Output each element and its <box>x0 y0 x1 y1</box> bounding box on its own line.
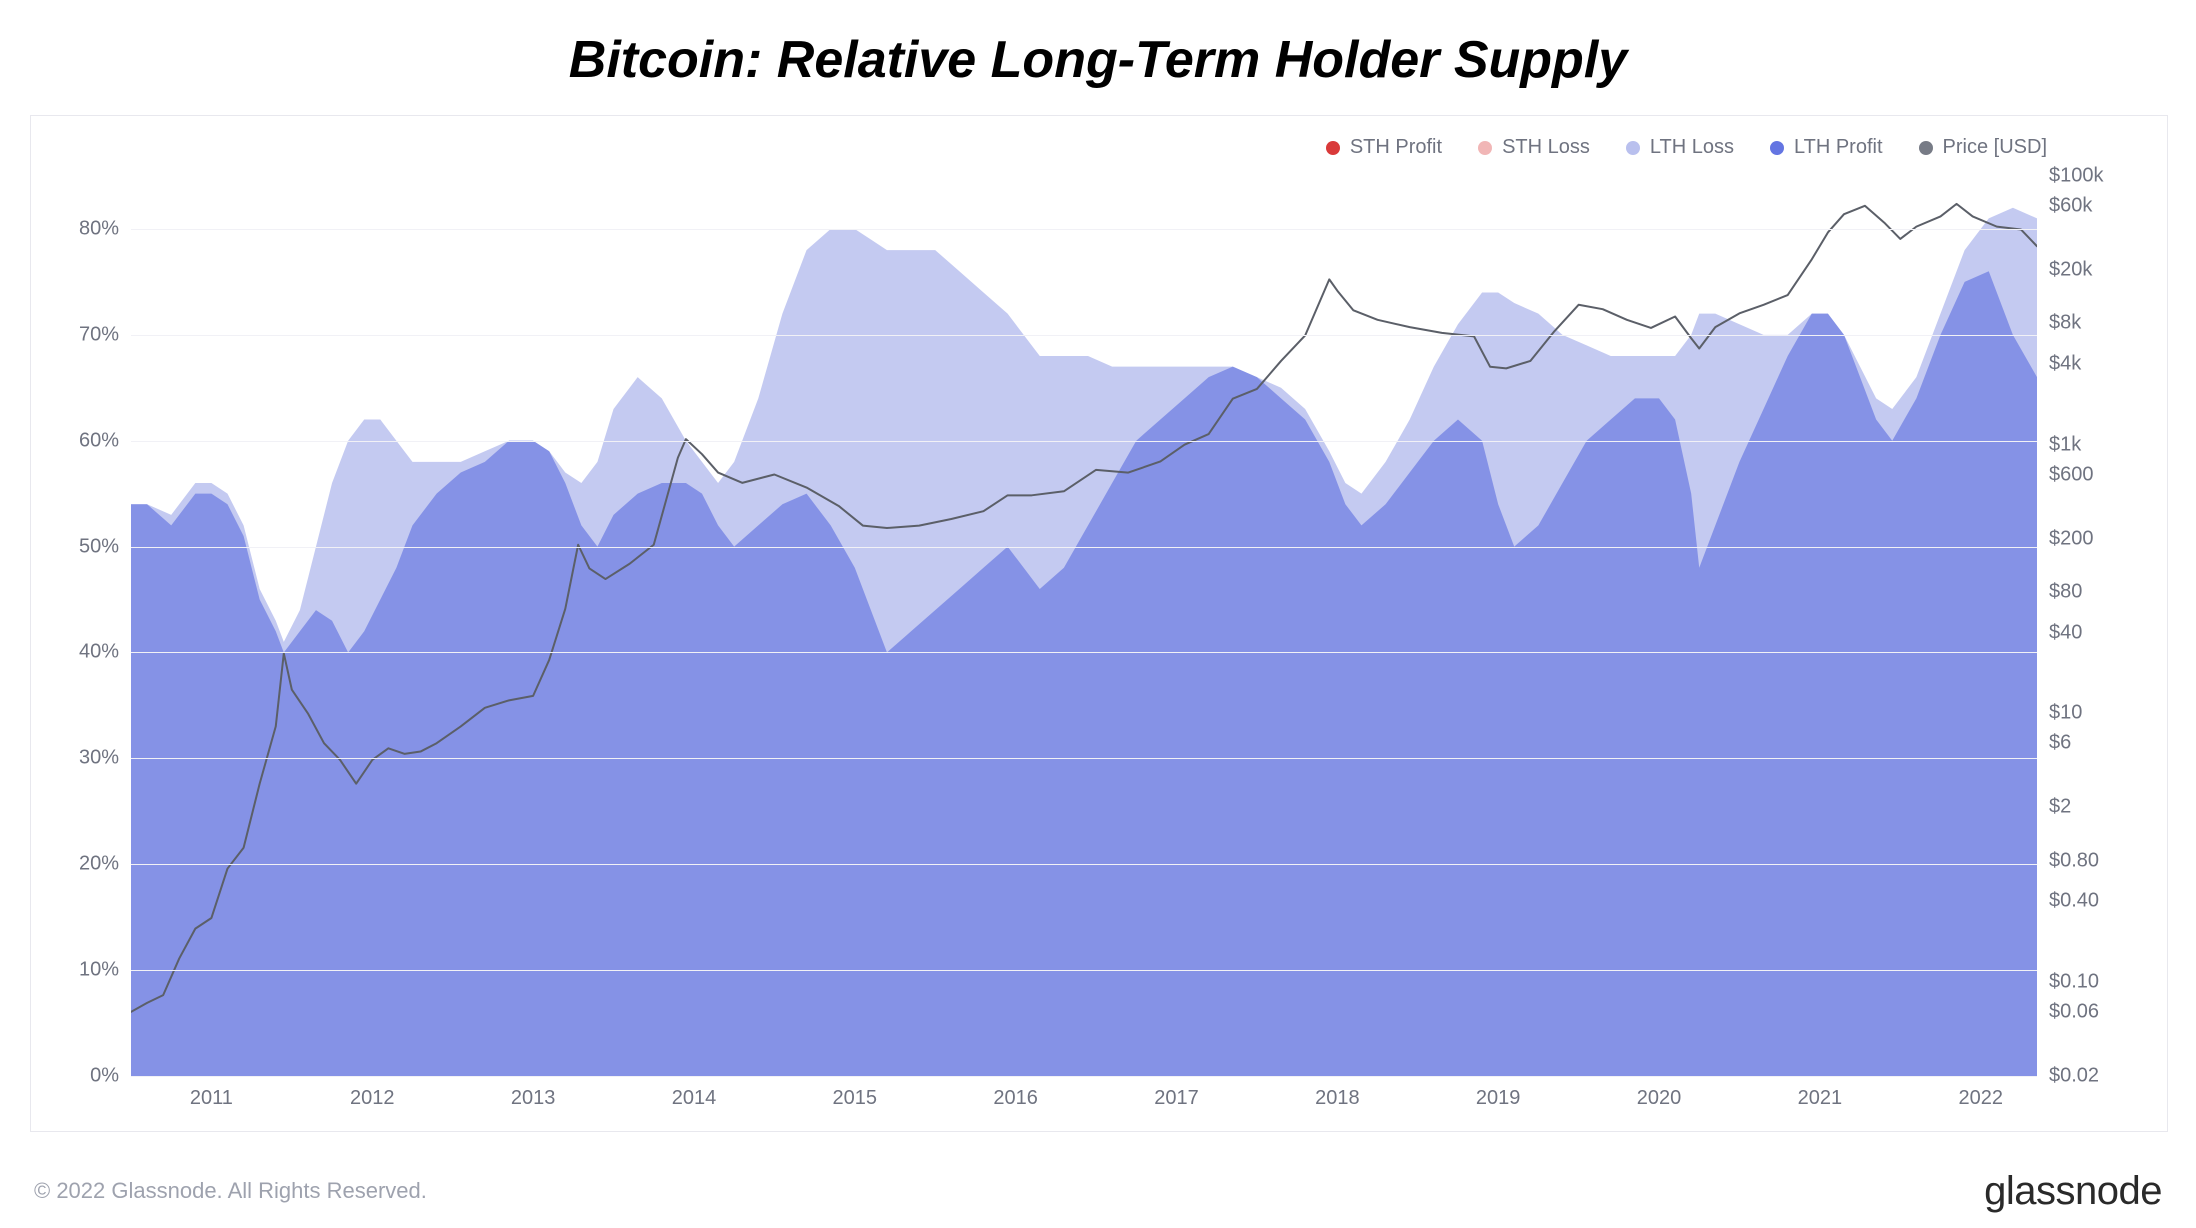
x-tick: 2013 <box>511 1087 556 1110</box>
x-tick: 2014 <box>672 1087 717 1110</box>
legend: STH Profit STH Loss LTH Loss LTH Profit Pric… <box>1326 136 2047 159</box>
legend-item: LTH Profit <box>1770 136 1883 159</box>
x-tick: 2019 <box>1476 1087 1521 1110</box>
y-left-tick: 20% <box>69 853 119 876</box>
legend-label: LTH Loss <box>1650 136 1734 159</box>
gridline <box>131 1076 2037 1077</box>
x-tick: 2015 <box>833 1087 878 1110</box>
y-right-tick: $600 <box>2049 463 2149 486</box>
y-left-tick: 70% <box>69 323 119 346</box>
legend-item: Price [USD] <box>1919 136 2047 159</box>
chart-svg <box>131 176 2037 1076</box>
legend-marker <box>1770 141 1784 155</box>
y-right-tick: $0.06 <box>2049 1000 2149 1023</box>
legend-marker <box>1626 141 1640 155</box>
chart-frame: STH Profit STH Loss LTH Loss LTH Profit Pric… <box>30 115 2168 1132</box>
y-left-tick: 0% <box>69 1065 119 1088</box>
gridline <box>131 652 2037 653</box>
y-right-tick: $60k <box>2049 194 2149 217</box>
y-left-tick: 50% <box>69 535 119 558</box>
gridline <box>131 335 2037 336</box>
y-left-tick: 10% <box>69 959 119 982</box>
x-tick: 2012 <box>350 1087 395 1110</box>
y-right-tick: $2 <box>2049 796 2149 819</box>
legend-marker <box>1478 141 1492 155</box>
y-right-tick: $200 <box>2049 527 2149 550</box>
brand-logo: glassnode <box>1984 1169 2162 1214</box>
copyright: © 2022 Glassnode. All Rights Reserved. <box>34 1178 427 1204</box>
y-left-tick: 60% <box>69 429 119 452</box>
y-right-tick: $80 <box>2049 581 2149 604</box>
y-right-tick: $10 <box>2049 702 2149 725</box>
gridline <box>131 758 2037 759</box>
gridline <box>131 547 2037 548</box>
legend-marker <box>1919 141 1933 155</box>
x-tick: 2016 <box>993 1087 1038 1110</box>
y-right-tick: $1k <box>2049 433 2149 456</box>
y-right-tick: $100k <box>2049 165 2149 188</box>
chart-title: Bitcoin: Relative Long-Term Holder Suppl… <box>0 30 2196 90</box>
x-tick: 2021 <box>1798 1087 1843 1110</box>
x-tick: 2018 <box>1315 1087 1360 1110</box>
y-right-tick: $0.40 <box>2049 890 2149 913</box>
legend-item: STH Loss <box>1478 136 1590 159</box>
legend-marker <box>1326 141 1340 155</box>
gridline <box>131 229 2037 230</box>
y-right-tick: $6 <box>2049 732 2149 755</box>
plot-area: glassnode 0%10%20%30%40%50%60%70%80%$0.0… <box>131 176 2037 1076</box>
legend-label: LTH Profit <box>1794 136 1883 159</box>
y-right-tick: $20k <box>2049 258 2149 281</box>
y-right-tick: $0.80 <box>2049 849 2149 872</box>
y-left-tick: 80% <box>69 217 119 240</box>
x-tick: 2022 <box>1958 1087 2003 1110</box>
y-left-tick: 40% <box>69 641 119 664</box>
legend-label: STH Loss <box>1502 136 1590 159</box>
x-tick: 2011 <box>190 1087 233 1110</box>
gridline <box>131 441 2037 442</box>
y-right-tick: $8k <box>2049 312 2149 335</box>
legend-label: STH Profit <box>1350 136 1442 159</box>
legend-item: STH Profit <box>1326 136 1442 159</box>
x-tick: 2017 <box>1154 1087 1199 1110</box>
x-tick: 2020 <box>1637 1087 1682 1110</box>
gridline <box>131 970 2037 971</box>
y-left-tick: 30% <box>69 747 119 770</box>
gridline <box>131 864 2037 865</box>
y-right-tick: $0.02 <box>2049 1065 2149 1088</box>
y-right-tick: $0.10 <box>2049 971 2149 994</box>
y-right-tick: $40 <box>2049 621 2149 644</box>
y-right-tick: $4k <box>2049 352 2149 375</box>
legend-label: Price [USD] <box>1943 136 2047 159</box>
legend-item: LTH Loss <box>1626 136 1734 159</box>
